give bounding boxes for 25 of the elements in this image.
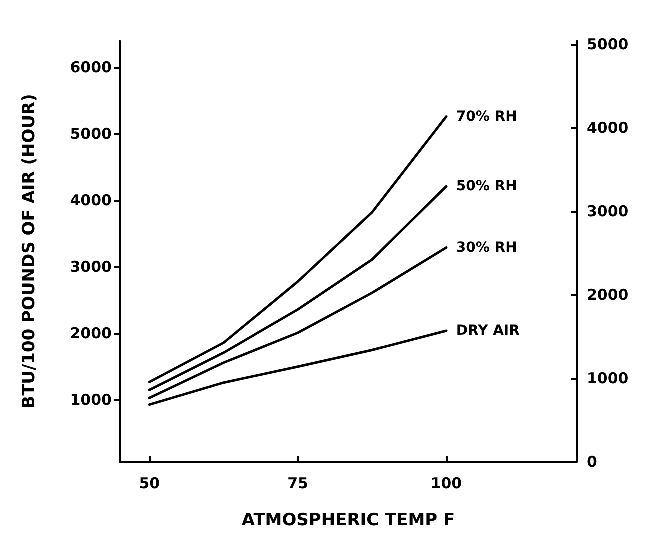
y-tick-label: 5000 xyxy=(70,125,112,144)
x-axis-title: ATMOSPHERIC TEMP F xyxy=(242,510,456,530)
series-label: 70% RH xyxy=(456,108,518,125)
y2-tick-label: 3000 xyxy=(587,202,629,220)
y-tick-label: 6000 xyxy=(70,58,112,77)
line-series xyxy=(148,116,448,384)
series-label: 30% RH xyxy=(456,240,518,256)
y2-tick-label: 2000 xyxy=(587,286,629,304)
x-tick-label: 75 xyxy=(288,474,308,492)
y2-tick-label: 1000 xyxy=(587,369,629,388)
y2-tick-label: 4000 xyxy=(587,118,629,137)
series-label: 50% RH xyxy=(456,178,518,195)
y-axis-title: BTU/100 POUNDS OF AIR (HOUR) xyxy=(20,94,40,409)
line-series xyxy=(148,330,448,406)
x-tick-label: 100 xyxy=(430,474,462,492)
y2-tick-label: 5000 xyxy=(587,35,629,54)
y2-tick-label: 0 xyxy=(587,453,598,471)
y-tick-label: 2000 xyxy=(70,324,112,343)
y-tick-label: 4000 xyxy=(70,192,112,210)
y-tick-label: 3000 xyxy=(70,258,112,276)
x-tick-label: 50 xyxy=(139,474,160,492)
series-label: DRY AIR xyxy=(456,322,520,339)
y-tick-label: 1000 xyxy=(70,391,112,410)
line-series xyxy=(148,185,448,392)
line-series xyxy=(148,246,448,400)
